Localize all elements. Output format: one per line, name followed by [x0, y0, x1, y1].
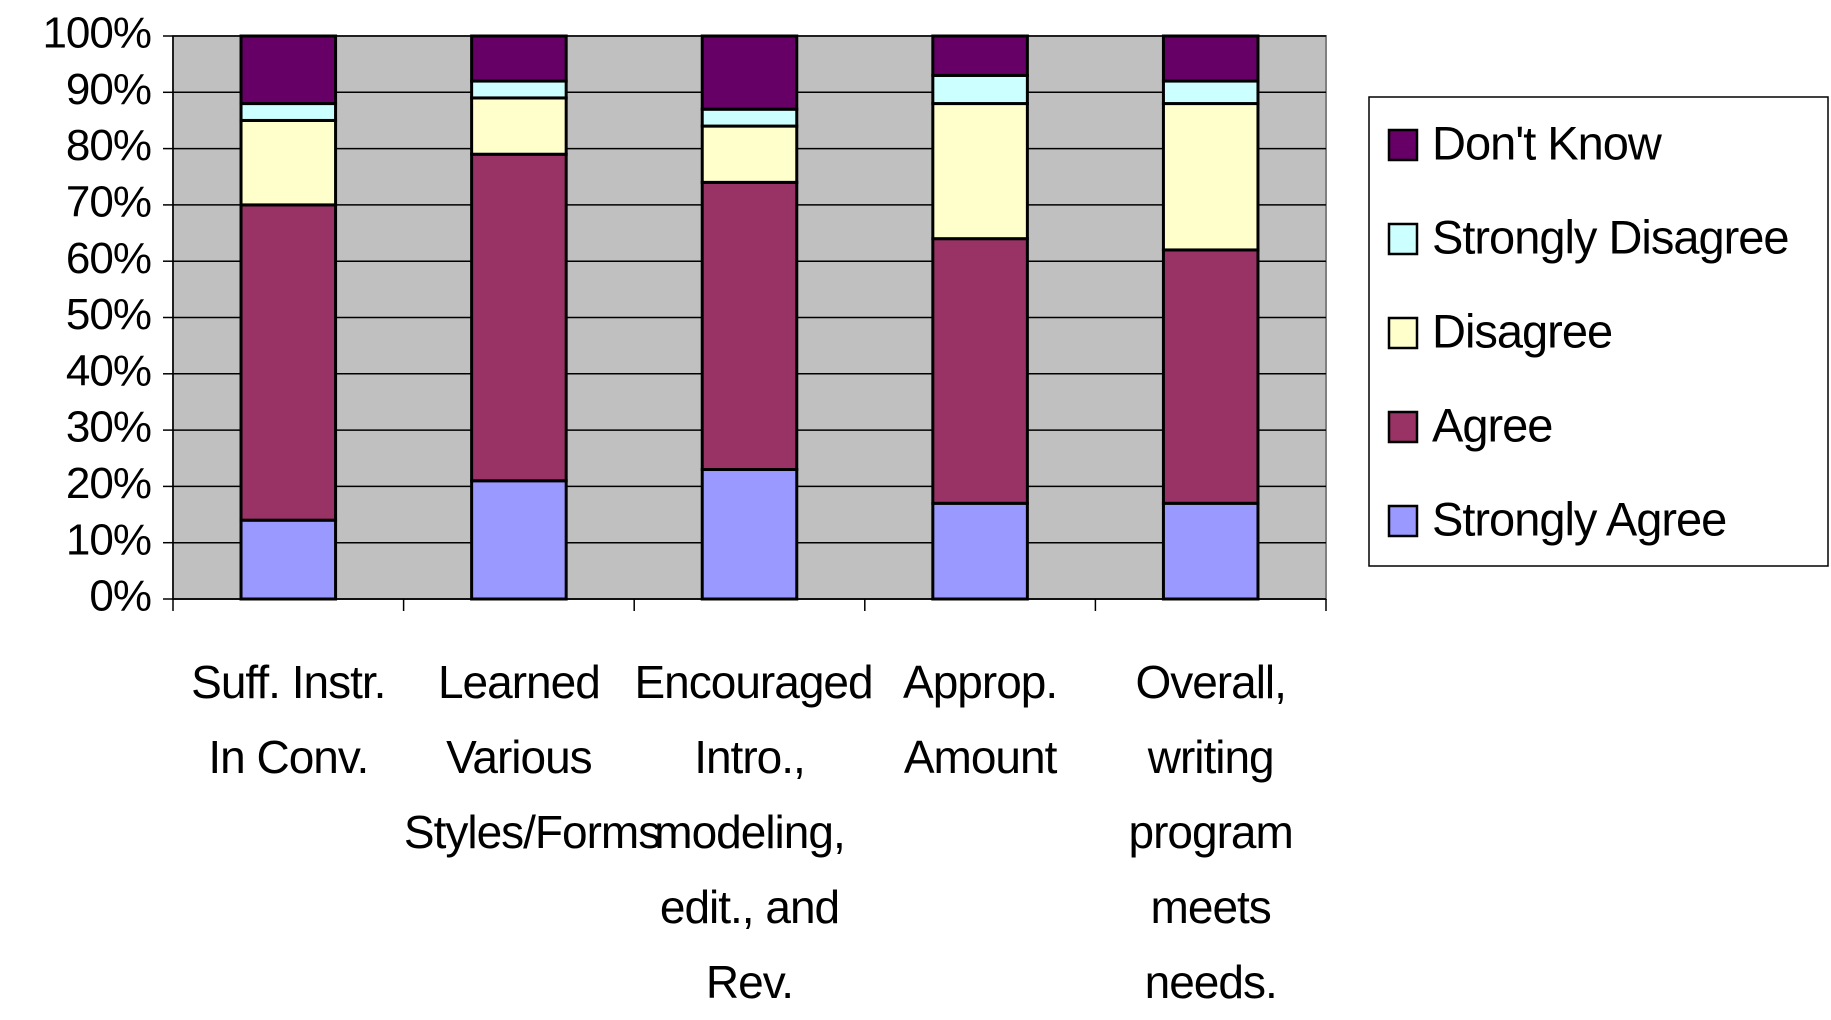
bar-segment	[931, 102, 1029, 241]
y-tick-label: 40%	[66, 346, 151, 395]
legend-box	[1368, 96, 1829, 567]
y-tick-label: 60%	[66, 234, 151, 283]
bar-segment	[700, 34, 799, 111]
bar-segment	[700, 180, 799, 472]
bar-segment	[931, 237, 1029, 505]
bar-segment	[931, 73, 1029, 106]
legend-label: Agree	[1432, 398, 1552, 451]
y-tick-label: 90%	[66, 65, 151, 114]
legend-label: Don't Know	[1432, 116, 1663, 169]
y-tick-label: 10%	[66, 515, 151, 564]
bar-segment	[1161, 248, 1260, 505]
bar-segment	[470, 152, 568, 483]
x-tick-label: Encouraged Intro., modeling, edit., and …	[634, 656, 874, 1008]
legend-swatch	[1387, 128, 1419, 162]
bar-segment	[239, 518, 338, 601]
legend-swatch	[1387, 504, 1419, 538]
bar-segment	[1161, 34, 1260, 83]
x-tick-label: Suff. Instr. In Conv.	[191, 656, 386, 783]
bar-segment	[239, 102, 338, 122]
bar-segment	[700, 124, 799, 184]
legend-label: Strongly Disagree	[1432, 210, 1789, 263]
bar-segment	[470, 34, 568, 83]
y-tick-label: 100%	[42, 9, 151, 58]
bar-segment	[470, 79, 568, 100]
y-tick-label: 70%	[66, 178, 151, 227]
legend-label: Disagree	[1432, 304, 1612, 357]
bar-segment	[1161, 102, 1260, 252]
y-tick-label: 50%	[66, 290, 151, 339]
bar-segment	[470, 96, 568, 156]
bar-segment	[239, 203, 338, 522]
bar-segment	[931, 501, 1029, 601]
bar-segment	[470, 479, 568, 601]
x-tick-label: Approp. Amount	[903, 656, 1058, 783]
bar-segment	[700, 468, 799, 601]
y-tick-label: 80%	[66, 121, 151, 170]
bar-segment	[239, 34, 338, 106]
legend-swatch	[1387, 410, 1419, 444]
legend-swatch	[1387, 316, 1419, 350]
y-tick-label: 30%	[66, 403, 151, 452]
y-tick-label: 0%	[89, 572, 151, 621]
legend-swatch	[1387, 222, 1419, 256]
bar-segment	[1161, 501, 1260, 601]
y-tick-label: 20%	[66, 459, 151, 508]
x-tick-label: Overall, writing program meets needs.	[1128, 656, 1294, 1008]
x-tick-label: Learned Various Styles/Forms	[403, 656, 661, 858]
bar-segment	[700, 107, 799, 128]
bar-segment	[1161, 79, 1260, 106]
legend-label: Strongly Agree	[1432, 492, 1726, 545]
bar-segment	[931, 34, 1029, 77]
bar-segment	[239, 118, 338, 207]
